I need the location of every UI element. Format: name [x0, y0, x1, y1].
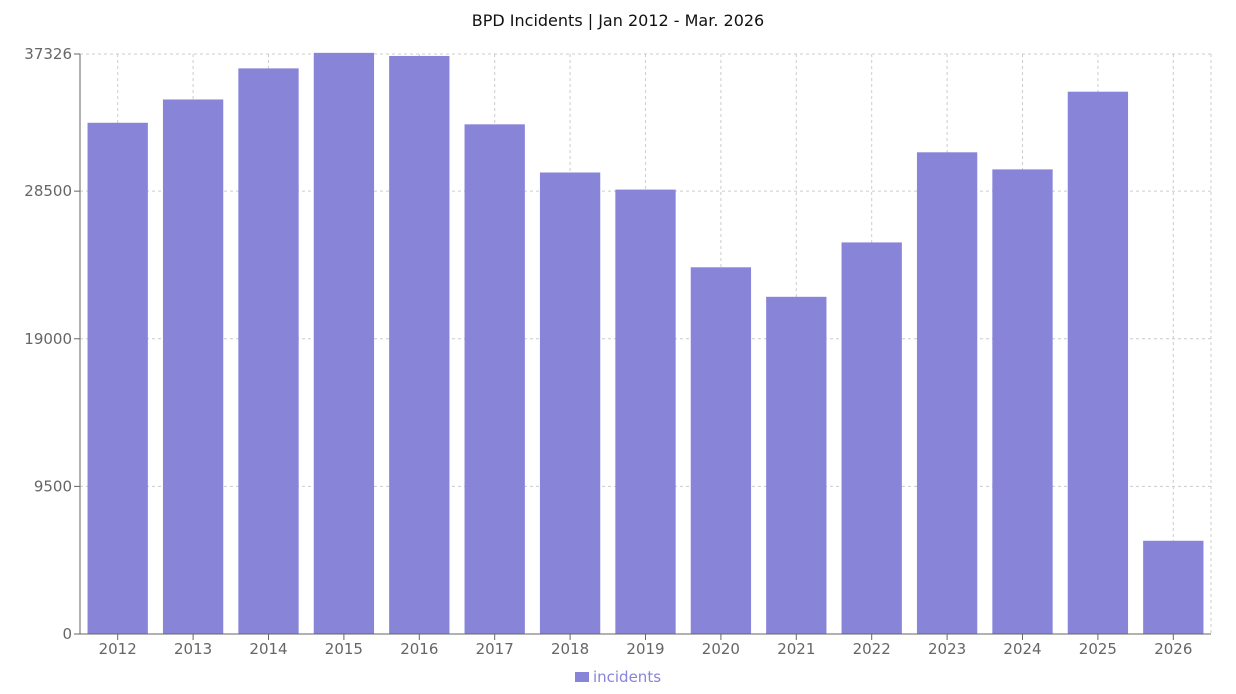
- y-tick-label: 0: [62, 625, 72, 643]
- y-axis-ticks: 0 9500 19000 28500 37326: [24, 45, 80, 643]
- bars: [87, 52, 1204, 635]
- y-tick-label: 9500: [34, 477, 72, 495]
- x-tick-label: 2013: [174, 640, 212, 658]
- bar: [1143, 540, 1204, 634]
- x-tick-label: 2023: [928, 640, 966, 658]
- y-tick-label: 37326: [24, 45, 72, 63]
- x-axis-ticks: 2012 2013 2014 2015 2016 2017 2018 2019 2020 2021…: [99, 634, 1192, 658]
- bar: [238, 68, 299, 634]
- bar: [916, 152, 978, 635]
- y-tick-label: 19000: [24, 330, 72, 348]
- legend-label: incidents: [592, 668, 662, 686]
- bar: [313, 52, 375, 634]
- bar: [992, 169, 1053, 635]
- bar: [766, 296, 827, 634]
- x-tick-label: 2017: [476, 640, 514, 658]
- x-tick-label: 2014: [249, 640, 287, 658]
- x-tick-label: 2015: [325, 640, 363, 658]
- bar: [389, 55, 450, 634]
- bar: [539, 172, 601, 634]
- chart-title: BPD Incidents | Jan 2012 - Mar. 2026: [471, 11, 765, 30]
- x-tick-label: 2019: [626, 640, 664, 658]
- x-tick-label: 2025: [1079, 640, 1117, 658]
- x-tick-label: 2026: [1154, 640, 1192, 658]
- bar: [615, 189, 676, 634]
- bar: [841, 242, 902, 634]
- x-tick-label: 2018: [551, 640, 589, 658]
- x-tick-label: 2016: [400, 640, 438, 658]
- y-tick-label: 28500: [24, 182, 72, 200]
- bar: [1067, 91, 1129, 635]
- x-tick-label: 2020: [702, 640, 740, 658]
- legend-swatch: [574, 671, 589, 682]
- bar: [87, 122, 148, 634]
- x-tick-label: 2022: [853, 640, 891, 658]
- x-tick-label: 2024: [1003, 640, 1041, 658]
- bar: [690, 267, 752, 634]
- x-tick-label: 2012: [99, 640, 137, 658]
- x-tick-label: 2021: [777, 640, 815, 658]
- legend: incidents: [0, 668, 1236, 686]
- bar: [464, 124, 525, 634]
- bar: [162, 99, 224, 634]
